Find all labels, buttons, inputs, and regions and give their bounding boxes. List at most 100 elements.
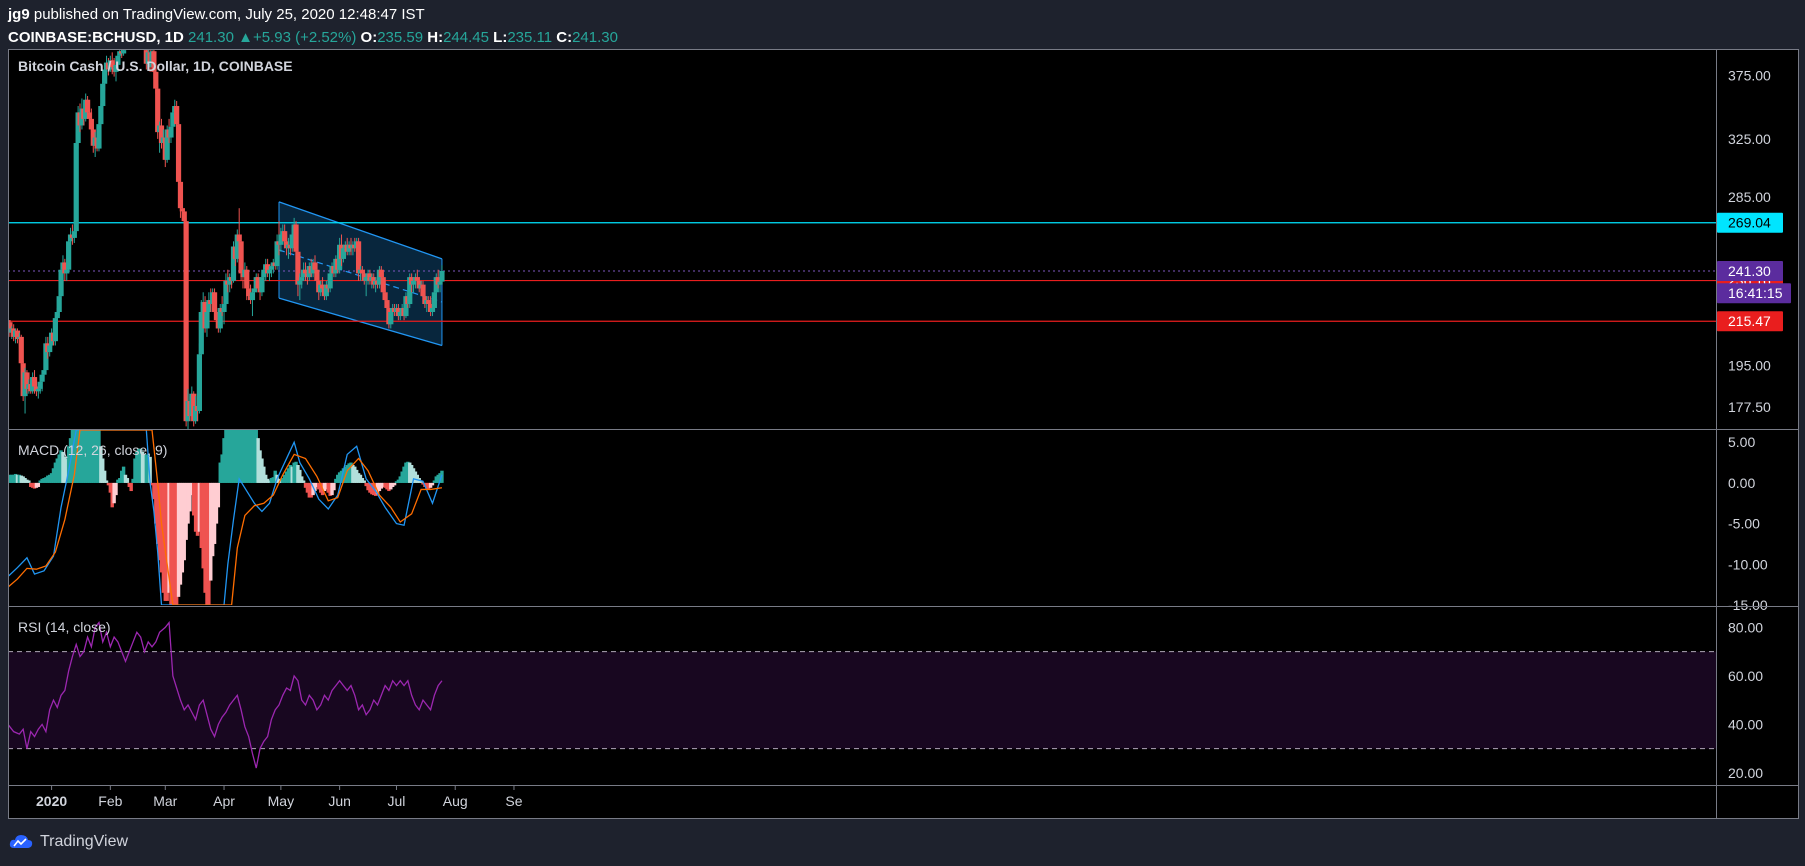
candle-body: [54, 311, 60, 319]
macd-histogram-bar: [120, 470, 124, 483]
macd-histogram-bar: [413, 471, 418, 483]
macd-histogram-bar: [8, 474, 12, 483]
macd-histogram-bar: [142, 454, 147, 483]
macd-histogram-bar: [15, 474, 20, 483]
candle-body: [41, 370, 47, 375]
macd-histogram-bar: [216, 482, 221, 508]
macd-histogram-bar: [337, 472, 342, 483]
macd-histogram-bar: [260, 458, 264, 483]
macd-histogram-bar: [138, 448, 143, 483]
macd-histogram-bar: [436, 474, 440, 483]
macd-histogram-bar: [150, 482, 154, 486]
candle-body: [84, 99, 91, 113]
macd-histogram-bar: [243, 430, 247, 483]
macd-histogram-bar: [402, 466, 406, 483]
macd-histogram-bar: [228, 430, 232, 483]
candle-body: [376, 269, 383, 285]
candle-body: [151, 51, 157, 72]
candle-body: [75, 112, 81, 144]
price-label-badge: [1717, 311, 1783, 332]
candle-body: [73, 143, 79, 232]
tradingview-brand[interactable]: TradingView: [40, 833, 129, 850]
macd-histogram-bar: [233, 430, 238, 483]
candle-body: [251, 288, 257, 293]
macd-histogram-bar: [432, 480, 437, 483]
macd-histogram-bar: [282, 474, 287, 483]
candle-body: [302, 269, 309, 274]
macd-histogram-bar: [220, 454, 224, 483]
macd-histogram-bar: [83, 430, 88, 483]
macd-histogram-bar: [203, 482, 207, 593]
author-name[interactable]: jg9: [8, 6, 30, 23]
macd-histogram-bar: [23, 478, 27, 483]
candle-body: [183, 221, 189, 422]
macd-histogram-bar: [104, 480, 109, 483]
macd-histogram-bar: [334, 478, 338, 483]
macd-histogram-bar: [140, 451, 145, 483]
macd-histogram-bar: [332, 482, 336, 491]
macd-histogram-bar: [167, 482, 171, 593]
candle-body: [39, 374, 45, 382]
macd-histogram-bar: [190, 482, 194, 496]
candle-body: [363, 277, 369, 281]
macd-histogram-bar: [106, 482, 111, 486]
macd-histogram-bar: [354, 469, 359, 483]
macd-histogram-bar: [212, 482, 217, 544]
macd-histogram-bar: [229, 430, 234, 483]
channel-upper-line: [278, 201, 443, 260]
close-label: C:: [556, 29, 573, 46]
macd-histogram-bar: [292, 462, 296, 483]
macd-histogram-bar: [237, 430, 241, 483]
macd-pane: [8, 430, 444, 605]
countdown-text: 16:41:15: [1728, 285, 1783, 301]
macd-histogram-bar: [93, 430, 97, 483]
candle-body: [312, 262, 318, 270]
footer: TradingView: [8, 832, 128, 852]
candle-body: [96, 124, 102, 149]
macd-histogram-bar: [193, 482, 198, 532]
low-value: 235.11: [507, 29, 553, 46]
macd-histogram-bar: [114, 482, 118, 496]
candle-body: [179, 208, 185, 212]
symbol-name: COINBASE:BCHUSD, 1D: [8, 29, 184, 46]
candle-body: [8, 320, 11, 323]
macd-histogram-bar: [392, 482, 397, 486]
candle-body: [346, 244, 352, 252]
macd-histogram-bar: [288, 465, 293, 483]
macd-histogram-bar: [76, 430, 80, 483]
candle-body: [340, 248, 347, 259]
macd-histogram-bar: [144, 454, 149, 483]
macd-histogram-bar: [127, 482, 131, 487]
macd-histogram-bar: [163, 482, 167, 601]
candle-body: [439, 271, 445, 282]
macd-histogram-bar: [328, 482, 332, 496]
macd-histogram-bar: [169, 482, 173, 605]
macd-axis-tick: -10.00: [1728, 556, 1768, 572]
macd-histogram-bar: [171, 482, 175, 605]
candle-body: [295, 251, 301, 285]
macd-histogram-bar: [135, 451, 139, 483]
close-value: 241.30: [572, 29, 618, 46]
candle-body: [435, 277, 441, 285]
candle-body: [426, 300, 432, 305]
macd-histogram-bar: [27, 480, 31, 483]
macd-histogram-bar: [87, 430, 92, 483]
price-axis-background: [1716, 49, 1799, 819]
candle-body: [213, 311, 220, 321]
macd-histogram-bar: [226, 430, 230, 483]
macd-histogram-bar: [188, 482, 192, 512]
macd-histogram-bar: [385, 482, 389, 490]
macd-histogram-bar: [370, 482, 374, 495]
macd-histogram-bar: [379, 482, 384, 489]
macd-histogram-bar: [148, 456, 152, 483]
macd-histogram-bar: [146, 454, 150, 483]
candle-body: [380, 277, 386, 293]
time-axis-tick: Feb: [98, 793, 122, 809]
candle-body: [24, 372, 30, 389]
macd-histogram-bar: [248, 430, 253, 483]
macd-histogram-bar: [349, 462, 353, 483]
macd-histogram-bar: [315, 482, 319, 487]
high-value: 244.45: [443, 29, 489, 46]
time-axis-tick: Jul: [388, 793, 406, 809]
